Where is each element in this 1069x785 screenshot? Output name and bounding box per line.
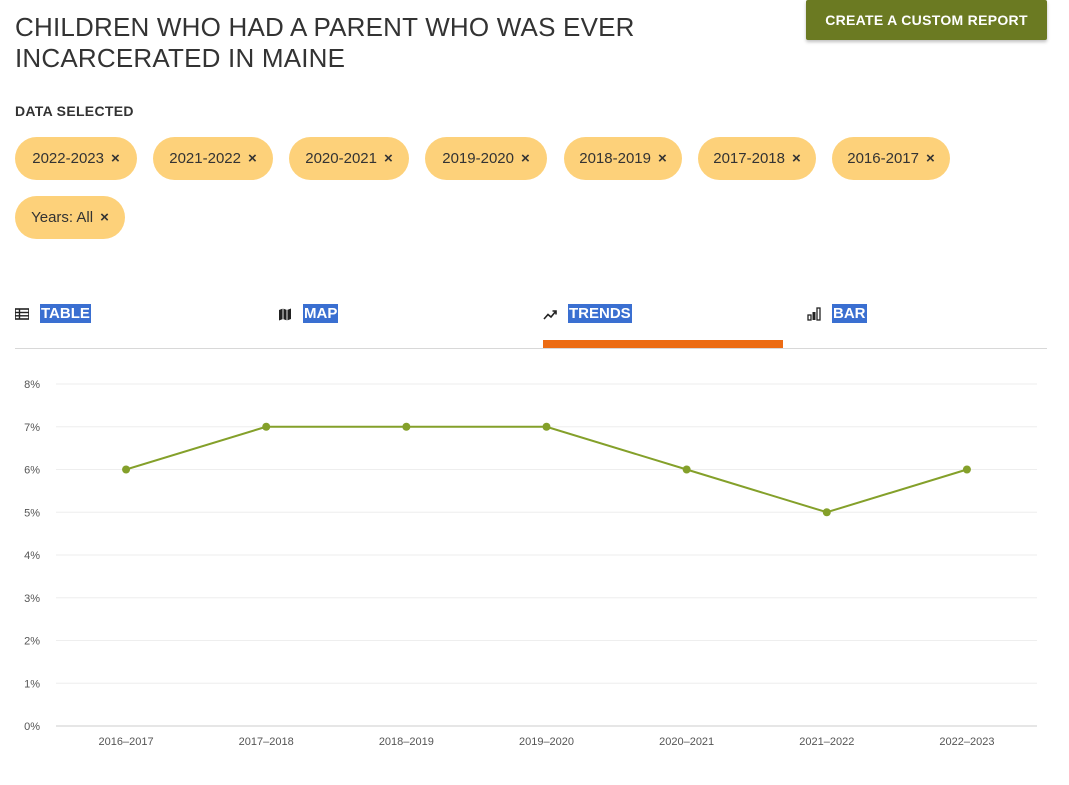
filter-chip-label: 2021-2022 [169, 150, 241, 167]
active-tab-indicator [543, 340, 783, 348]
table-icon [15, 308, 29, 320]
page-title: CHILDREN WHO HAD A PARENT WHO WAS EVER I… [15, 12, 635, 73]
y-tick-label: 8% [24, 379, 40, 391]
filter-chip[interactable]: 2020-2021 × [289, 137, 409, 180]
data-point [262, 422, 271, 431]
y-tick-label: 7% [24, 422, 40, 434]
tab-map[interactable]: MAP [278, 304, 339, 348]
y-tick-label: 4% [24, 550, 40, 562]
remove-chip-icon[interactable]: × [110, 150, 120, 167]
filter-chip-label: 2016-2017 [847, 150, 919, 167]
filter-chip[interactable]: 2016-2017 × [832, 137, 950, 180]
trend-line-chart: 0% 1% 2% 3% 4% 5% 6% 7% 8% 2016–2017 2017–2018 2018… [24, 379, 1037, 748]
remove-chip-icon[interactable]: × [520, 150, 530, 167]
tab-table-label: TABLE [40, 304, 91, 323]
remove-chip-icon[interactable]: × [925, 150, 935, 167]
tab-table[interactable]: TABLE [15, 304, 91, 348]
filter-chip-label: 2022-2023 [32, 150, 104, 167]
filter-chip[interactable]: 2022-2023 × [15, 137, 137, 180]
data-point [122, 465, 131, 474]
filter-chip[interactable]: 2021-2022 × [153, 137, 273, 180]
y-tick-label: 6% [24, 465, 40, 477]
remove-chip-icon[interactable]: × [100, 209, 109, 226]
x-tick-label: 2020–2021 [659, 736, 714, 748]
trend-icon [543, 310, 557, 320]
y-tick-label: 5% [24, 507, 40, 519]
data-point [402, 422, 411, 431]
filter-chip[interactable]: Years: All × [15, 196, 125, 239]
data-selected-label: DATA SELECTED [15, 103, 134, 119]
view-tabs: TABLE MAP TRENDS BAR [15, 296, 1047, 349]
tab-trends[interactable]: TRENDS [543, 304, 632, 348]
x-tick-label: 2018–2019 [379, 736, 434, 748]
remove-chip-icon[interactable]: × [247, 150, 257, 167]
filter-chip[interactable]: 2017-2018 × [698, 137, 816, 180]
bar-chart-icon [807, 307, 821, 321]
data-point [822, 508, 831, 517]
data-point [682, 465, 691, 474]
x-tick-label: 2019–2020 [519, 736, 574, 748]
remove-chip-icon[interactable]: × [657, 150, 667, 167]
x-tick-label: 2017–2018 [239, 736, 294, 748]
y-tick-label: 2% [24, 636, 40, 648]
remove-chip-icon[interactable]: × [791, 150, 801, 167]
filter-chip-label: 2019-2020 [442, 150, 514, 167]
y-tick-label: 1% [24, 678, 40, 690]
filter-chip-label: Years: All [31, 209, 94, 226]
filter-chip[interactable]: 2018-2019 × [564, 137, 682, 180]
x-tick-label: 2016–2017 [99, 736, 154, 748]
tab-trends-label: TRENDS [568, 304, 632, 323]
filter-chip-label: 2020-2021 [305, 150, 377, 167]
y-tick-label: 3% [24, 593, 40, 605]
create-custom-report-button[interactable]: CREATE A CUSTOM REPORT [806, 0, 1047, 40]
remove-chip-icon[interactable]: × [383, 150, 393, 167]
filter-chip[interactable]: 2019-2020 × [425, 137, 547, 180]
tab-map-label: MAP [303, 304, 339, 323]
tab-bar-label: BAR [832, 304, 867, 323]
filter-chip-label: 2018-2019 [579, 150, 651, 167]
x-tick-label: 2021–2022 [799, 736, 854, 748]
tab-bar[interactable]: BAR [807, 304, 867, 348]
x-tick-label: 2022–2023 [939, 736, 994, 748]
data-point [542, 422, 551, 431]
filter-chip-label: 2017-2018 [713, 150, 785, 167]
y-tick-label: 0% [24, 721, 40, 733]
data-point [962, 465, 971, 474]
map-icon [279, 308, 291, 321]
